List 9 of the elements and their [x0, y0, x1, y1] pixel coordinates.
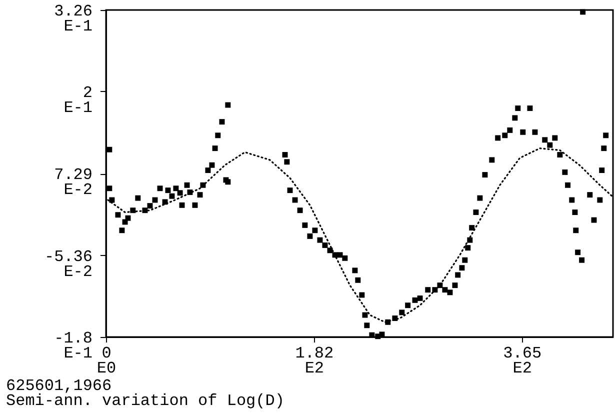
x-tick-label: 3.65E2	[503, 344, 542, 378]
y-tick-label: -5.36E-2	[44, 248, 92, 281]
x-tick-label: 0E0	[96, 344, 116, 378]
y-tick-label: 7.29E-2	[54, 166, 92, 200]
y-tick-label: 2E-1	[64, 84, 92, 117]
y-tick-label: 3.26E-1	[54, 2, 92, 36]
text: Semi-ann. variation of Log(D)	[6, 392, 284, 410]
y-tick-label: -1.8E-1	[54, 330, 92, 362]
x-tick-label: 1.82E2	[295, 344, 334, 378]
